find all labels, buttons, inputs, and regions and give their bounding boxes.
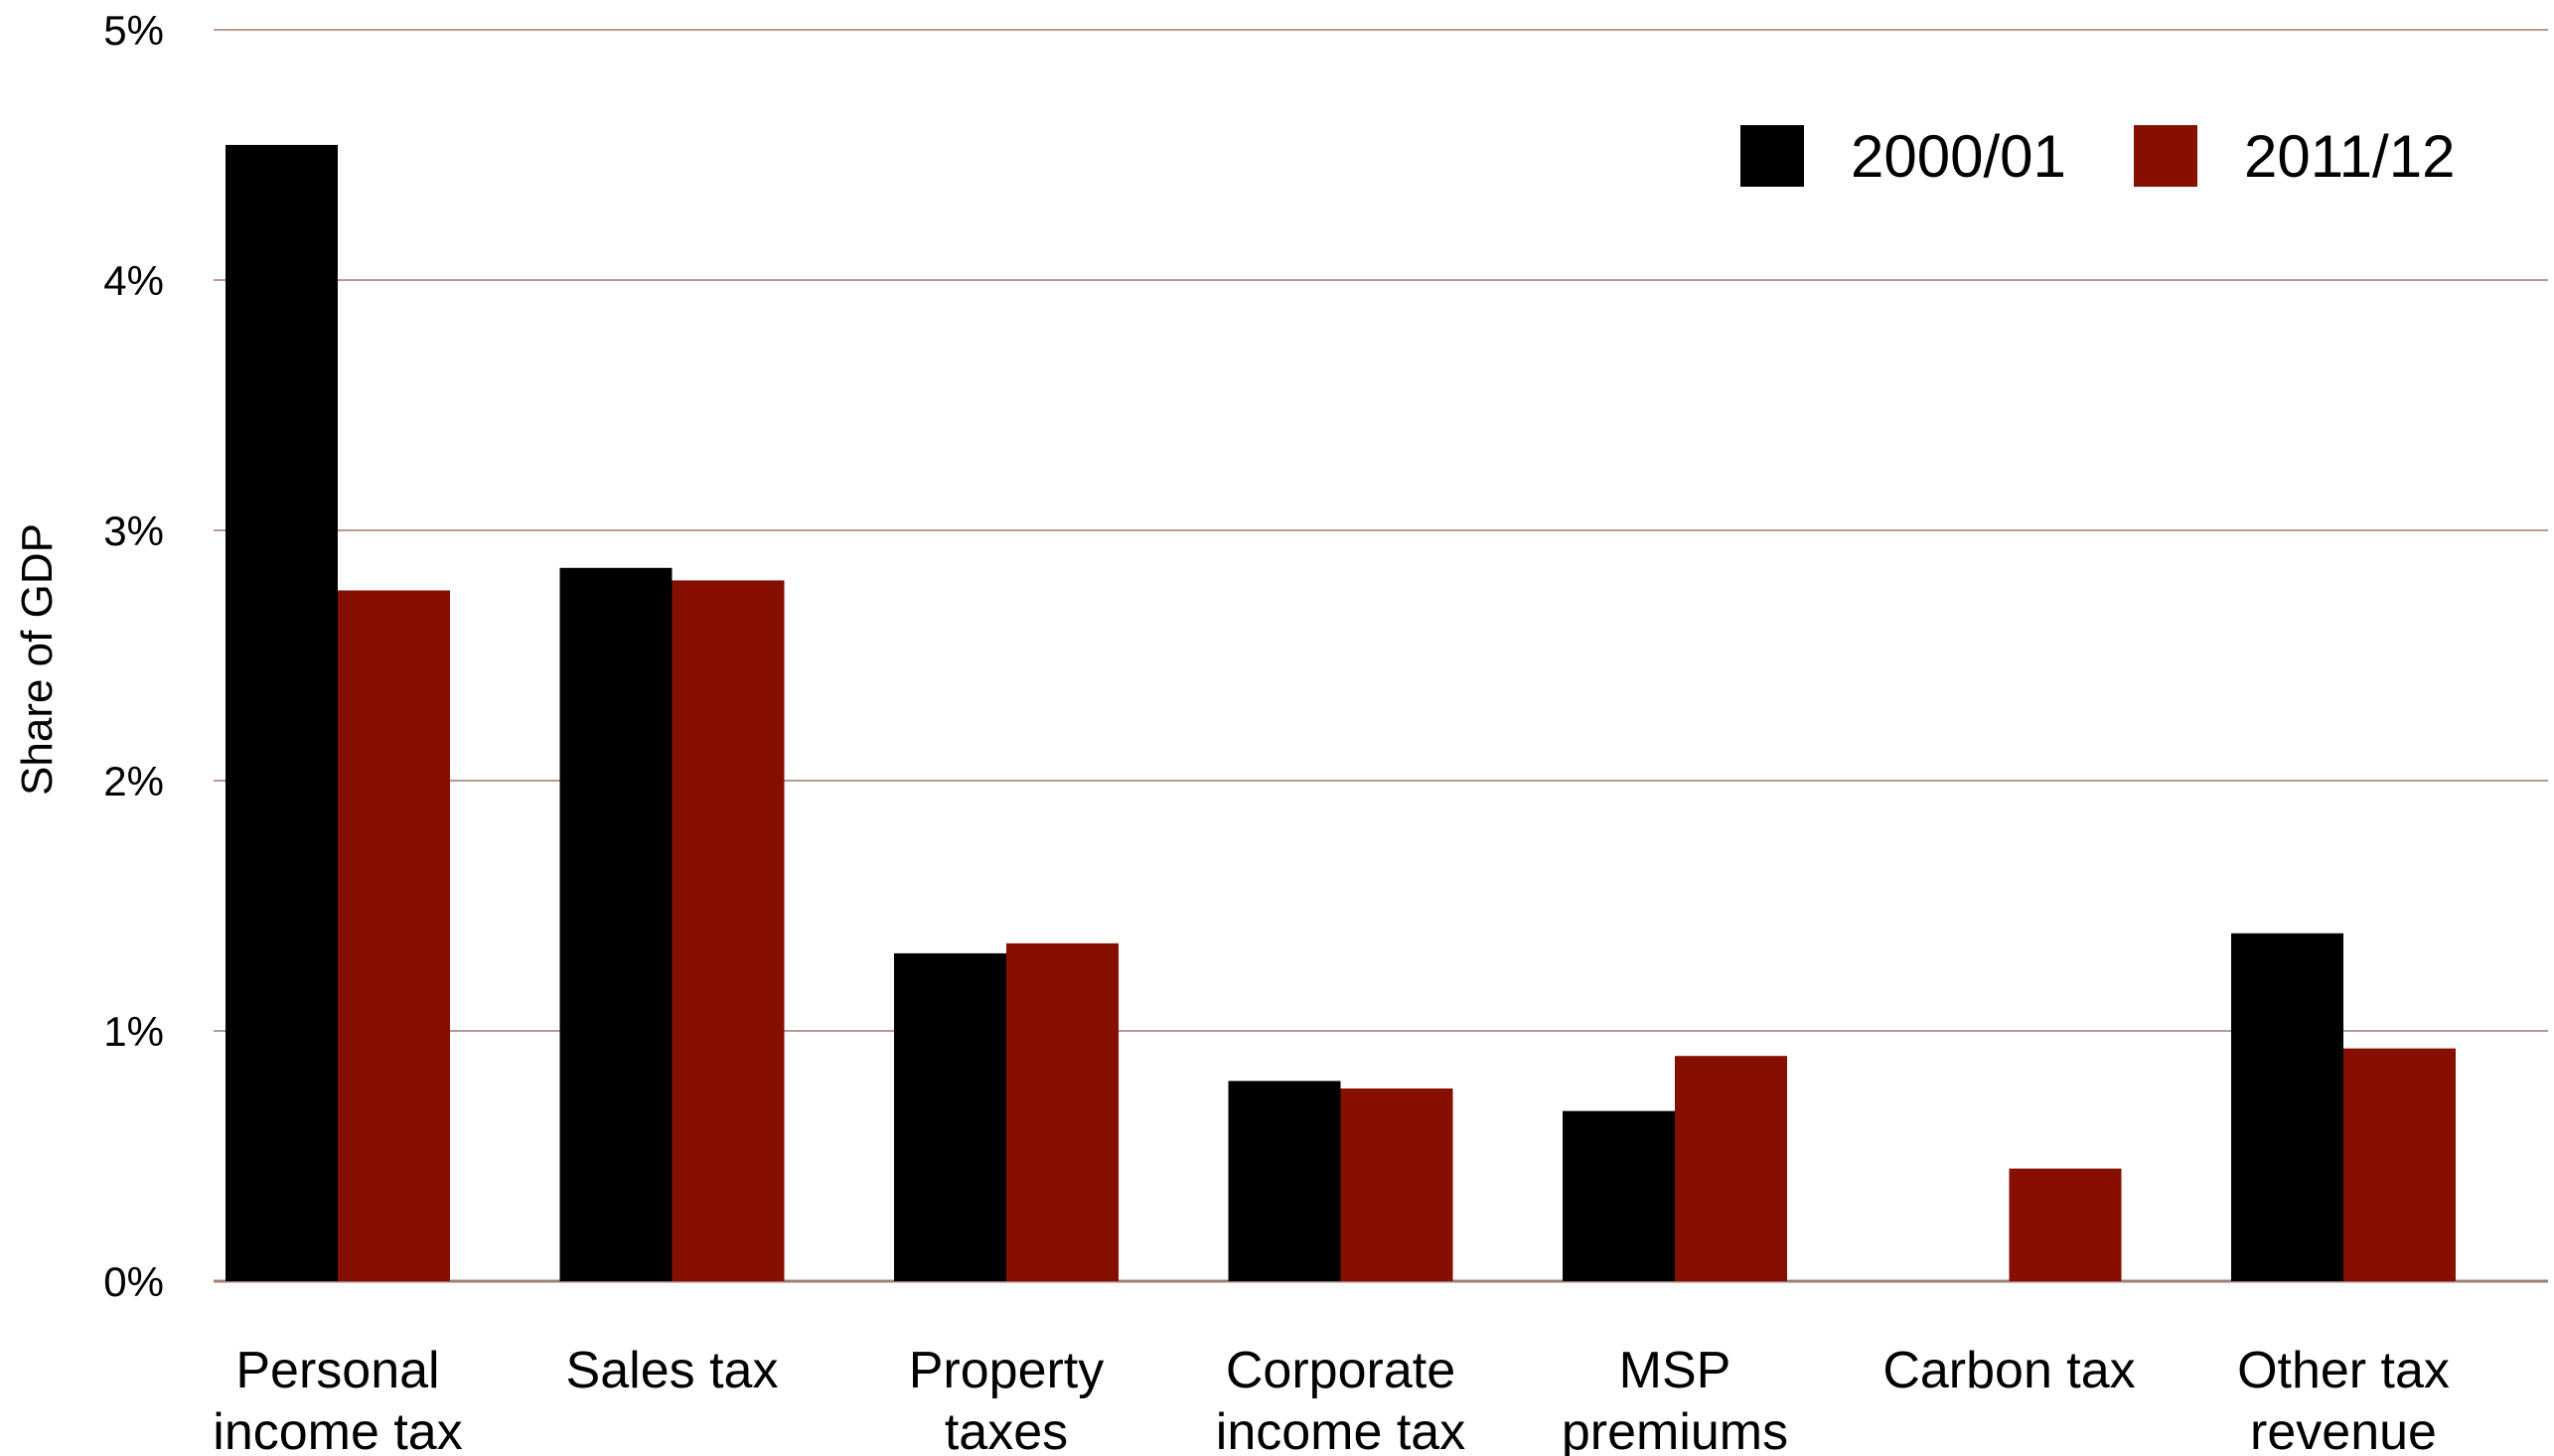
- category-label: Corporate income tax: [1216, 1342, 1465, 1456]
- bar-2000-01: [894, 952, 1006, 1281]
- legend-swatch: [2134, 125, 2197, 187]
- category-label: Other tax revenue: [2237, 1342, 2450, 1456]
- legend-label: 2011/12: [2244, 123, 2455, 190]
- bar-2000-01: [225, 144, 338, 1281]
- category-label: Carbon tax: [1882, 1342, 2135, 1399]
- y-tick-label: 0%: [103, 1258, 164, 1305]
- category-label: Property taxes: [909, 1342, 1105, 1456]
- bar-2011-12: [672, 580, 785, 1281]
- bar-2011-12: [2009, 1168, 2122, 1281]
- category-label: Personal income tax: [213, 1342, 462, 1456]
- legend: 2000/01 2011/12: [1740, 123, 2455, 190]
- bar-2000-01: [2231, 933, 2343, 1281]
- y-tick-label: 2%: [103, 758, 164, 804]
- bar-2011-12: [1675, 1056, 1787, 1281]
- y-tick-label: 4%: [103, 257, 164, 304]
- category-label: MSP premiums: [1562, 1342, 1788, 1456]
- bar-2000-01: [559, 567, 673, 1281]
- bar-2011-12: [338, 590, 450, 1281]
- y-tick-label: 1%: [103, 1008, 164, 1055]
- bar-2011-12: [2343, 1048, 2456, 1281]
- y-tick-label: 3%: [103, 508, 164, 554]
- y-tick-labels: 0% 1% 2% 3% 4% 5%: [103, 7, 164, 1305]
- bar-2011-12: [1340, 1088, 1453, 1281]
- category-labels: Personal income tax Sales tax Property taxes…: [213, 1342, 2450, 1456]
- legend-swatch: [1740, 125, 1804, 187]
- bar-2000-01: [1228, 1081, 1341, 1281]
- bar-2000-01: [1563, 1110, 1675, 1281]
- y-axis-label: Share of GDP: [13, 523, 62, 796]
- y-tick-label: 5%: [103, 7, 164, 54]
- legend-label: 2000/01: [1851, 123, 2066, 190]
- bars: [225, 144, 2456, 1281]
- bar-2011-12: [1006, 943, 1119, 1281]
- category-label: Sales tax: [566, 1342, 779, 1399]
